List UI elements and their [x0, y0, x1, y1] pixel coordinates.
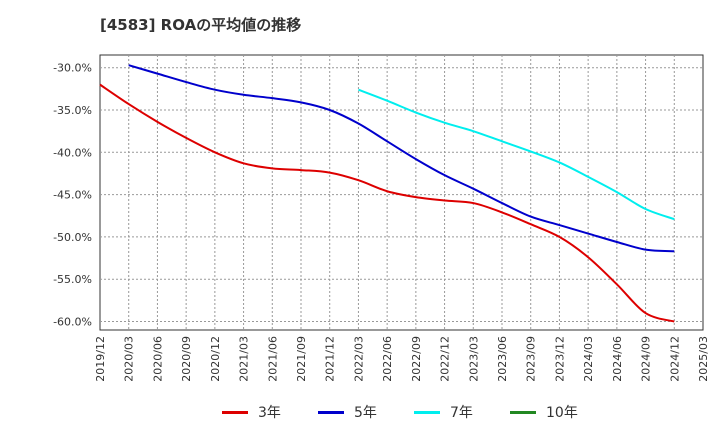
legend-swatch-5y	[318, 410, 344, 414]
x-tick-label: 2020/12	[209, 336, 222, 382]
x-tick-label: 2021/03	[238, 336, 251, 382]
series-line-0	[99, 83, 675, 323]
x-tick-label: 2023/03	[467, 336, 480, 382]
x-tick-label: 2024/03	[582, 336, 595, 382]
x-tick-label: 2023/06	[496, 336, 509, 382]
legend-swatch-7y	[414, 410, 440, 414]
x-tick-label: 2021/12	[324, 336, 337, 382]
x-tick-label: 2020/06	[151, 336, 164, 382]
legend-label-7y: 7年	[450, 405, 473, 421]
chart-title: [4583] ROAの平均値の推移	[100, 16, 302, 34]
legend-label-10y: 10年	[546, 405, 578, 421]
x-tick-label: 2021/09	[295, 336, 308, 382]
series-line-2	[358, 88, 675, 221]
plot-area	[99, 54, 704, 331]
series-line-1	[128, 64, 675, 253]
x-tick-label: 2021/06	[266, 336, 279, 382]
y-tick-label: -60.0%	[53, 316, 92, 329]
x-tick-label: 2022/09	[410, 336, 423, 382]
grid-lines	[100, 55, 703, 330]
x-tick-label: 2024/12	[668, 336, 681, 382]
y-tick-label: -30.0%	[53, 62, 92, 75]
y-tick-label: -40.0%	[53, 146, 92, 159]
x-tick-label: 2023/12	[553, 336, 566, 382]
line-chart: -30.0% -35.0% -40.0% -45.0% -50.0% -55.0% -60.…	[53, 54, 710, 382]
legend-item-10y: 10年	[510, 402, 578, 422]
x-tick-label: 2022/12	[439, 336, 452, 382]
x-tick-label: 2022/03	[352, 336, 365, 382]
legend-swatch-10y	[510, 410, 536, 414]
legend-item-5y: 5年	[318, 402, 377, 422]
legend-item-7y: 7年	[414, 402, 473, 422]
y-axis-ticks: -30.0% -35.0% -40.0% -45.0% -50.0% -55.0% -60.…	[53, 62, 92, 329]
x-tick-label: 2022/06	[381, 336, 394, 382]
y-tick-label: -45.0%	[53, 189, 92, 202]
x-tick-label: 2024/09	[640, 336, 653, 382]
x-tick-label: 2019/12	[94, 336, 107, 382]
series-lines	[99, 64, 675, 323]
legend-label-5y: 5年	[354, 405, 377, 421]
legend-item-3y: 3年	[222, 402, 281, 422]
legend-swatch-3y	[222, 410, 248, 414]
x-tick-label: 2020/03	[123, 336, 136, 382]
x-axis-ticks: 2019/12 2020/03 2020/06 2020/09 2020/12 2021/…	[94, 336, 710, 382]
y-tick-label: -50.0%	[53, 231, 92, 244]
x-tick-label: 2023/09	[525, 336, 538, 382]
x-tick-label: 2024/06	[611, 336, 624, 382]
x-tick-label: 2025/03	[697, 336, 710, 382]
y-tick-label: -55.0%	[53, 273, 92, 286]
legend-label-3y: 3年	[258, 405, 281, 421]
y-tick-label: -35.0%	[53, 104, 92, 117]
x-tick-label: 2020/09	[180, 336, 193, 382]
